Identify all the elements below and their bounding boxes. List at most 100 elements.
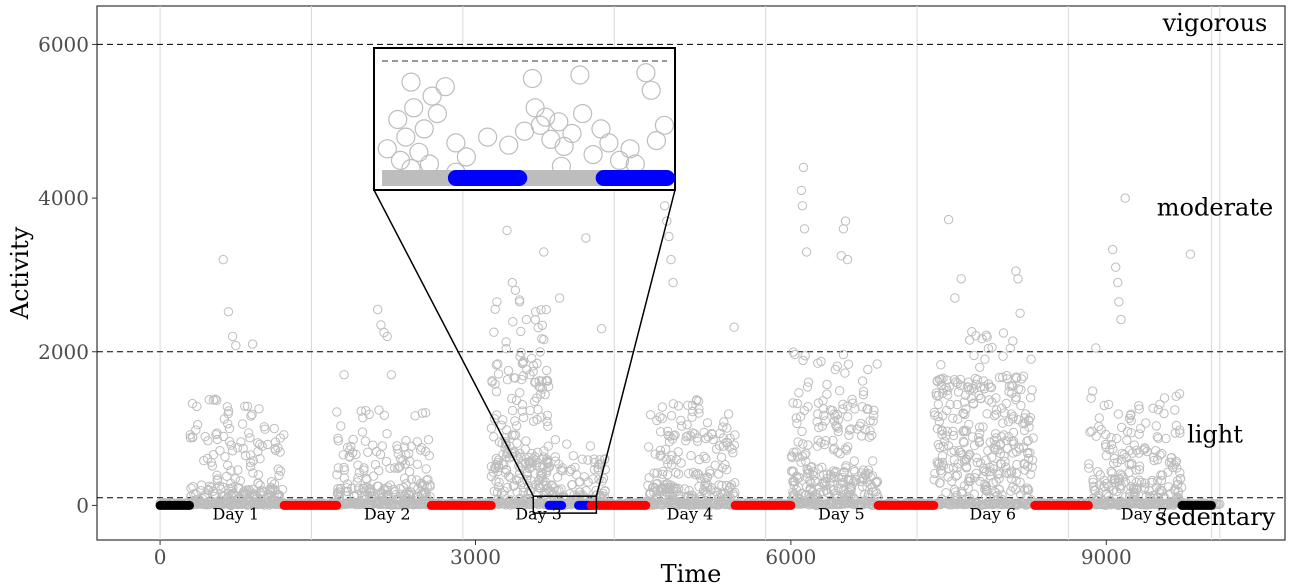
data-point bbox=[666, 254, 676, 265]
data-point bbox=[274, 492, 284, 503]
data-point bbox=[718, 422, 728, 432]
data-point bbox=[420, 488, 430, 498]
data-point bbox=[1128, 483, 1139, 493]
data-point bbox=[341, 486, 352, 496]
data-point bbox=[356, 406, 366, 416]
data-point bbox=[703, 500, 713, 510]
data-point bbox=[722, 464, 732, 475]
data-point bbox=[220, 452, 230, 462]
data-point bbox=[1005, 343, 1015, 353]
data-point bbox=[701, 433, 711, 444]
data-point bbox=[339, 473, 350, 483]
inset-connector bbox=[595, 189, 676, 497]
data-point bbox=[931, 390, 942, 401]
data-point bbox=[401, 488, 411, 498]
data-point bbox=[1149, 452, 1159, 462]
data-point bbox=[1106, 439, 1117, 450]
data-point bbox=[948, 426, 958, 436]
data-point bbox=[798, 355, 808, 366]
day-label: Day 6 bbox=[969, 504, 1016, 523]
zone-label: sedentary bbox=[1155, 503, 1276, 531]
data-point bbox=[872, 359, 882, 369]
data-point bbox=[1139, 484, 1149, 495]
data-point bbox=[933, 399, 943, 410]
data-point bbox=[844, 430, 854, 440]
data-point bbox=[819, 487, 829, 497]
data-point bbox=[510, 416, 520, 426]
data-point bbox=[1170, 484, 1180, 494]
data-point bbox=[803, 465, 813, 475]
inset-data-point bbox=[446, 133, 466, 153]
data-point bbox=[541, 304, 551, 315]
data-point bbox=[527, 448, 537, 459]
data-point bbox=[233, 465, 243, 475]
data-point bbox=[333, 436, 343, 446]
data-point bbox=[953, 414, 963, 424]
data-point bbox=[1014, 444, 1025, 454]
data-point bbox=[501, 337, 511, 347]
data-point bbox=[537, 320, 547, 330]
data-point bbox=[1152, 432, 1163, 442]
data-point bbox=[1100, 439, 1111, 450]
data-point bbox=[857, 376, 868, 386]
data-point bbox=[796, 457, 806, 467]
data-point bbox=[948, 430, 959, 441]
data-point bbox=[1175, 474, 1186, 484]
data-point bbox=[1151, 498, 1161, 509]
data-point bbox=[951, 377, 961, 387]
data-point bbox=[353, 460, 363, 470]
data-point bbox=[850, 494, 860, 504]
data-point bbox=[538, 454, 548, 464]
data-point bbox=[1003, 417, 1014, 427]
data-point bbox=[942, 405, 952, 416]
data-point bbox=[671, 483, 681, 494]
data-point bbox=[1106, 433, 1116, 443]
data-point bbox=[1094, 421, 1104, 432]
data-point bbox=[711, 444, 722, 454]
data-point bbox=[790, 349, 800, 360]
data-point bbox=[961, 404, 971, 414]
data-point bbox=[1125, 492, 1135, 502]
data-point bbox=[224, 488, 234, 498]
data-point bbox=[349, 491, 359, 502]
data-point bbox=[333, 484, 343, 494]
data-point bbox=[1013, 415, 1024, 425]
data-point bbox=[840, 368, 850, 378]
data-point bbox=[715, 499, 725, 510]
data-point bbox=[848, 499, 858, 509]
data-point bbox=[998, 351, 1008, 361]
data-point bbox=[374, 405, 384, 415]
data-point bbox=[694, 408, 704, 418]
data-point bbox=[226, 500, 236, 511]
data-point bbox=[684, 468, 694, 479]
data-point bbox=[958, 408, 968, 419]
data-point bbox=[974, 422, 985, 432]
data-point bbox=[526, 486, 536, 496]
data-point bbox=[486, 423, 497, 433]
data-point bbox=[715, 441, 725, 451]
data-point bbox=[828, 485, 839, 495]
data-point bbox=[412, 475, 422, 485]
data-point bbox=[263, 497, 274, 507]
data-point bbox=[933, 459, 943, 469]
data-point bbox=[677, 421, 687, 431]
data-point bbox=[1018, 371, 1029, 381]
data-point bbox=[1001, 468, 1012, 478]
data-point bbox=[382, 331, 392, 342]
data-point bbox=[353, 473, 363, 483]
data-point bbox=[1000, 462, 1011, 472]
data-point bbox=[200, 492, 210, 502]
data-point bbox=[985, 493, 996, 503]
data-point bbox=[930, 410, 940, 420]
data-point bbox=[1084, 463, 1094, 473]
data-point bbox=[528, 367, 538, 377]
data-point bbox=[812, 441, 823, 451]
data-point bbox=[803, 402, 813, 412]
data-point bbox=[357, 427, 368, 437]
y-tick-label: 0 bbox=[76, 493, 89, 517]
data-point bbox=[840, 444, 851, 454]
data-point bbox=[218, 482, 228, 492]
data-point bbox=[1085, 427, 1095, 437]
data-point bbox=[1008, 427, 1019, 438]
data-point bbox=[501, 344, 511, 354]
